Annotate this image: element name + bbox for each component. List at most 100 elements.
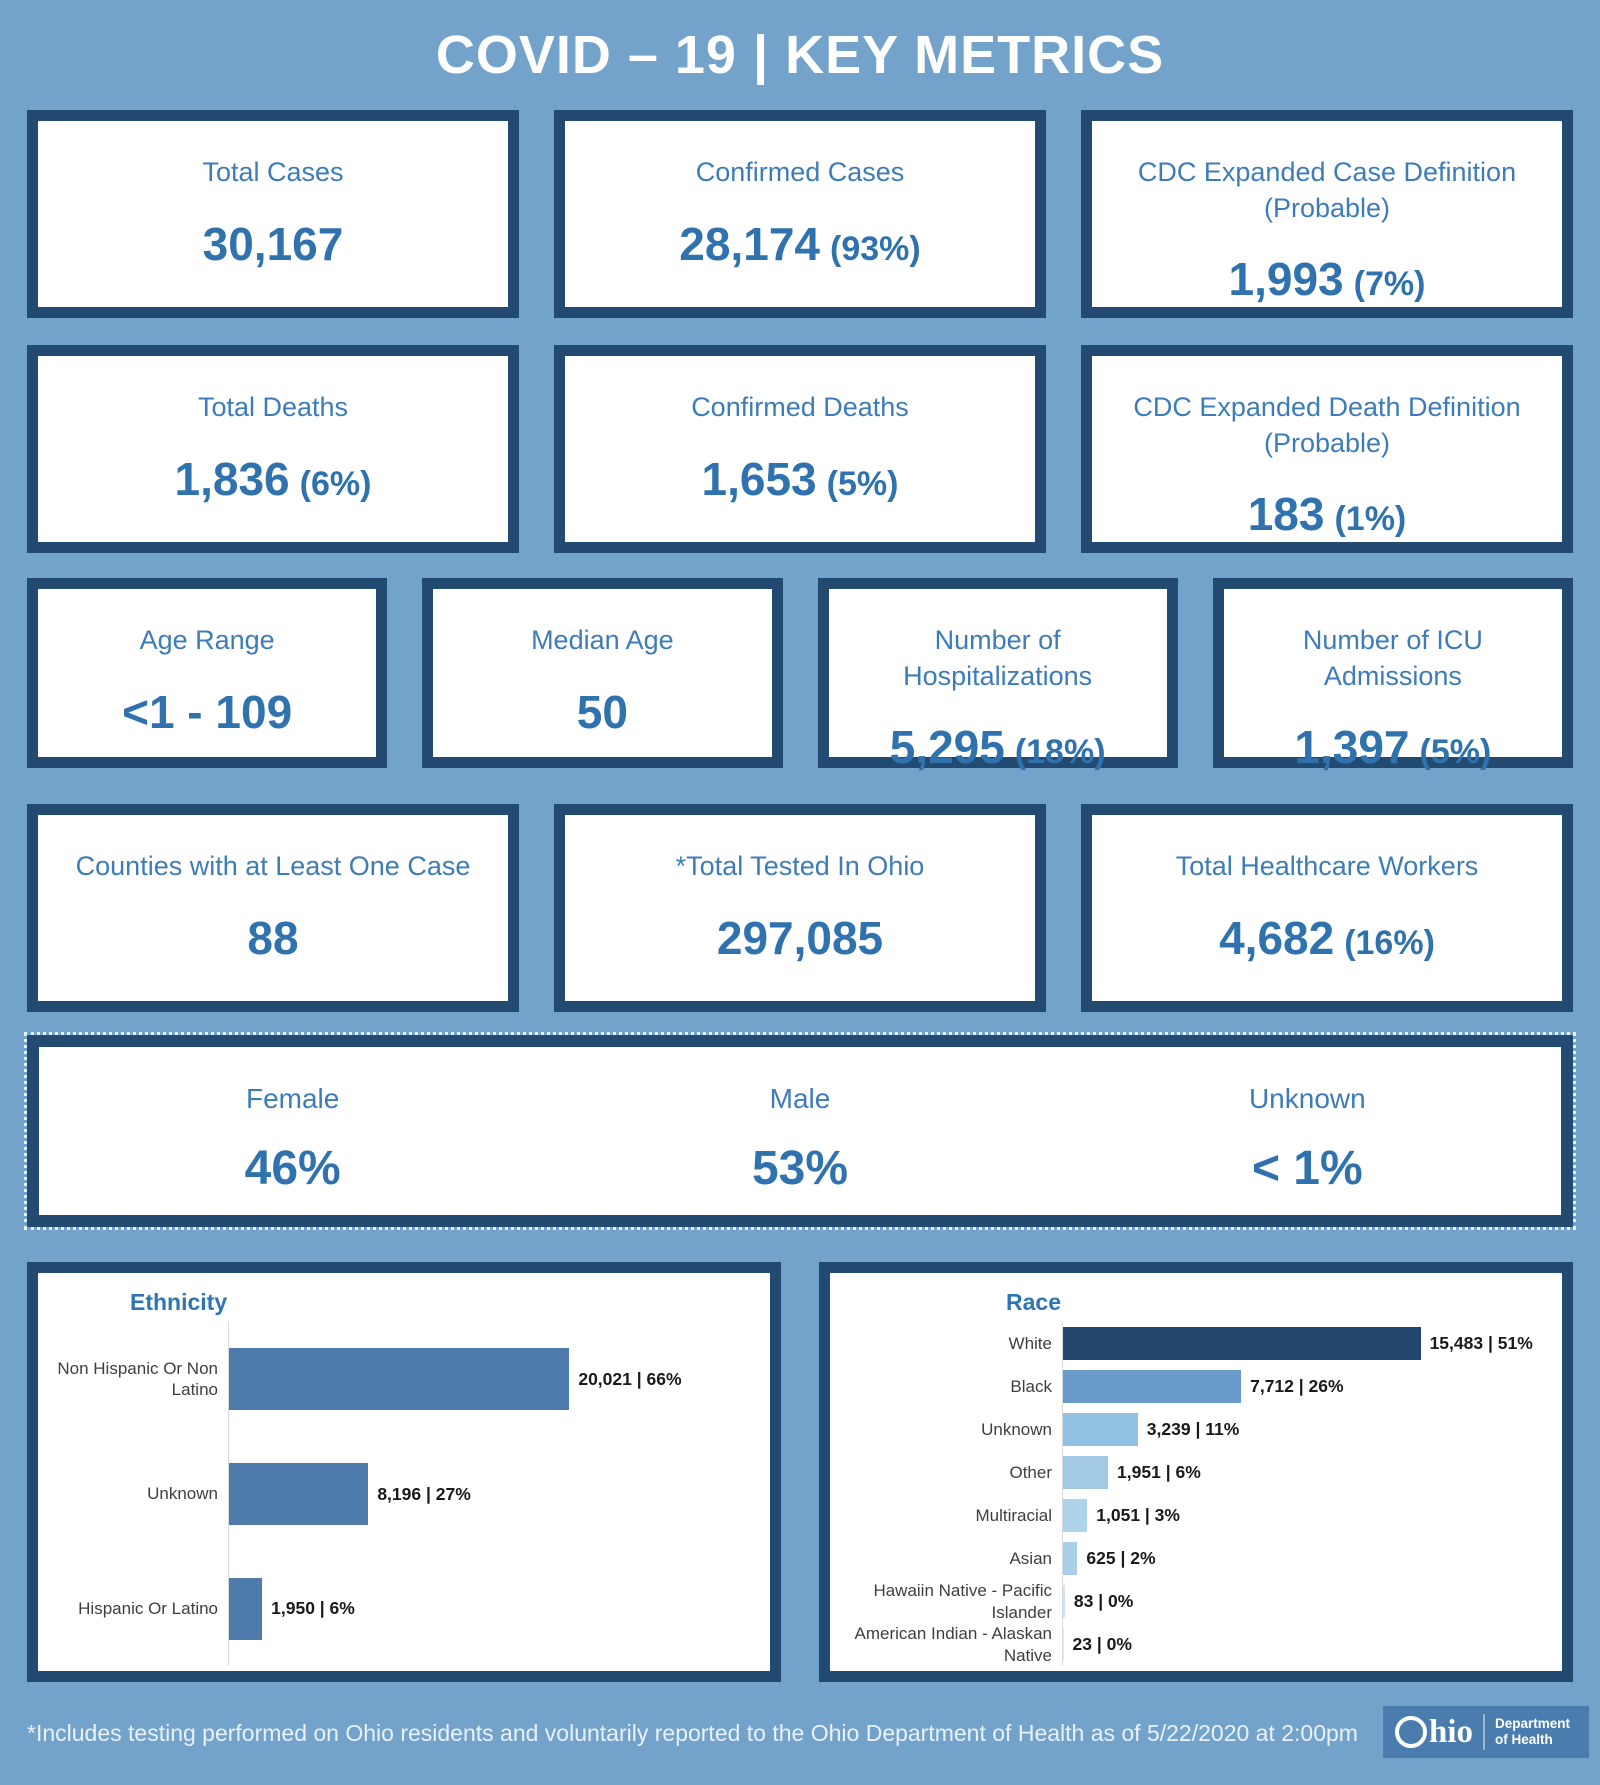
metric-card-age-range[interactable]: Age Range <1 - 109 (27, 578, 388, 768)
bar-multiracial[interactable] (1063, 1499, 1088, 1532)
bar-value-label: 15,483 | 51% (1429, 1333, 1533, 1353)
gender-label: Unknown (1248, 1083, 1366, 1114)
ethnicity-chart-plot: Non Hispanic Or Non Latino 20,021 | 66% Un… (38, 1322, 756, 1667)
bar-area: 1,951 | 6% (1062, 1451, 1548, 1494)
kpi-row-cases: Total Cases 30,167 Confirmed Cases 28,174 (9… (27, 110, 1573, 318)
metric-label: Total Deaths (197, 392, 349, 422)
bar-area: 15,483 | 51% (1062, 1322, 1548, 1365)
bar-non-hispanic-or-non-latino[interactable] (229, 1348, 570, 1411)
metric-value: 1,993 (7%) (1228, 253, 1426, 306)
bar-american-indian-alaskan-native[interactable] (1063, 1628, 1064, 1661)
category-label: Asian (1009, 1548, 1052, 1568)
bar-other[interactable] (1063, 1456, 1109, 1489)
category-label: Unknown (147, 1484, 218, 1504)
bar-area: 20,021 | 66% (228, 1322, 756, 1437)
logo-department-text: Department of Health (1495, 1715, 1571, 1747)
metric-card-cdc-expanded-death-definition-probable[interactable]: CDC Expanded Death Definition (Probable)… (1081, 345, 1573, 553)
gender-breakdown-card[interactable]: Female 46% Male 53% Unknown < 1% (24, 1032, 1576, 1230)
chart-row-american-indian-alaskan-native: American Indian - Alaskan Native 23 | 0% (830, 1623, 1548, 1666)
metric-value: 28,174 (93%) (679, 217, 921, 270)
bar-value-label: 1,051 | 3% (1096, 1505, 1180, 1525)
bar-area: 7,712 | 26% (1062, 1365, 1548, 1408)
metric-card-confirmed-cases[interactable]: Confirmed Cases 28,174 (93%) (554, 110, 1046, 318)
category-label: Hispanic Or Latino (78, 1599, 218, 1619)
metric-card-confirmed-deaths[interactable]: Confirmed Deaths 1,653 (5%) (554, 345, 1046, 553)
kpi-row-age-hospital: Age Range <1 - 109 Median Age 50 Number of H… (27, 578, 1573, 773)
ohio-o-icon (1395, 1716, 1427, 1748)
bar-asian[interactable] (1063, 1542, 1078, 1575)
metric-value: 5,295 (18%) (889, 721, 1106, 774)
metric-label: CDC Expanded Case Definition (Probable) (1137, 157, 1517, 223)
chart-row-multiracial: Multiracial 1,051 | 3% (830, 1494, 1548, 1537)
gender-value: 46% (244, 1142, 341, 1195)
metric-value: 183 (1%) (1247, 488, 1407, 541)
chart-row-asian: Asian 625 | 2% (830, 1537, 1548, 1580)
gender-value: 53% (751, 1142, 849, 1195)
metric-label: CDC Expanded Death Definition (Probable) (1133, 392, 1521, 458)
ohio-department-of-health-logo: hio Department of Health (1383, 1706, 1589, 1758)
chart-row-unknown: Unknown 3,239 | 11% (830, 1408, 1548, 1451)
chart-row-hispanic-or-latino: Hispanic Or Latino 1,950 | 6% (38, 1551, 756, 1667)
bar-area: 83 | 0% (1062, 1580, 1548, 1623)
gender-col-male: Male 53% (546, 1047, 1053, 1215)
bar-unknown[interactable] (1063, 1413, 1138, 1446)
chart-row-white: White 15,483 | 51% (830, 1322, 1548, 1365)
metric-value: 297,085 (716, 911, 884, 964)
chart-row-other: Other 1,951 | 6% (830, 1451, 1548, 1494)
metric-label: Age Range (139, 625, 275, 655)
metric-value: 30,167 (202, 217, 344, 270)
chart-row-unknown: Unknown 8,196 | 27% (38, 1436, 756, 1552)
category-label: Black (1010, 1376, 1052, 1396)
metric-value: 1,836 (6%) (174, 452, 372, 505)
metric-label: Confirmed Deaths (691, 392, 909, 422)
metric-card-number-of-icu-admissions[interactable]: Number of ICU Admissions 1,397 (5%) (1212, 578, 1573, 773)
metric-label: Number of ICU Admissions (1302, 625, 1483, 691)
bar-value-label: 1,951 | 6% (1117, 1462, 1201, 1482)
metric-card-counties-with-at-least-one-case[interactable]: Counties with at Least One Case 88 (27, 804, 519, 1012)
bar-value-label: 3,239 | 11% (1146, 1419, 1240, 1439)
page-title: COVID – 19 | KEY METRICS (435, 25, 1165, 85)
metric-label: Counties with at Least One Case (75, 851, 471, 881)
bar-white[interactable] (1063, 1327, 1421, 1360)
bar-area: 8,196 | 27% (228, 1436, 756, 1552)
category-label: Hawaiin Native - Pacific Islander (873, 1581, 1052, 1622)
metric-card-total-deaths[interactable]: Total Deaths 1,836 (6%) (27, 345, 519, 553)
gender-col-female: Female 46% (39, 1047, 546, 1215)
metric-card-number-of-hospitalizations[interactable]: Number of Hospitalizations 5,295 (18%) (817, 578, 1178, 773)
bar-unknown[interactable] (229, 1463, 369, 1525)
bar-area: 1,051 | 3% (1062, 1494, 1548, 1537)
kpi-row-counties-tested: Counties with at Least One Case 88 *Total … (27, 804, 1573, 1012)
bar-hawaiin-native-pacific-islander[interactable] (1063, 1585, 1065, 1618)
footer: *Includes testing performed on Ohio resi… (27, 1682, 1589, 1785)
metric-value: 88 (247, 911, 299, 964)
category-label: Other (1009, 1462, 1052, 1482)
chart-title-race: Race (1006, 1289, 1061, 1315)
metric-card-total-healthcare-workers[interactable]: Total Healthcare Workers 4,682 (16%) (1081, 804, 1573, 1012)
bar-value-label: 83 | 0% (1073, 1591, 1134, 1611)
metric-card-total-cases[interactable]: Total Cases 30,167 (27, 110, 519, 318)
metric-card-cdc-expanded-case-definition-probable[interactable]: CDC Expanded Case Definition (Probable) 1… (1081, 110, 1573, 318)
ohio-brand-text: hio (1429, 1713, 1474, 1750)
category-label: Unknown (981, 1419, 1052, 1439)
race-chart[interactable]: Race White 15,483 | 51% Black 7,712 | 26% Un… (819, 1262, 1573, 1682)
metric-card-median-age[interactable]: Median Age 50 (422, 578, 783, 768)
metric-value: 4,682 (16%) (1219, 911, 1435, 964)
category-label: Multiracial (975, 1505, 1052, 1525)
bar-area: 23 | 0% (1062, 1623, 1548, 1666)
metric-label: Median Age (531, 625, 674, 655)
metric-value: 1,653 (5%) (701, 452, 899, 505)
charts-row: Ethnicity Non Hispanic Or Non Latino 20,0… (27, 1262, 1573, 1682)
bar-hispanic-or-latino[interactable] (229, 1577, 263, 1640)
metric-label: *Total Tested In Ohio (675, 851, 925, 881)
chart-row-black: Black 7,712 | 26% (830, 1365, 1548, 1408)
metric-value: <1 - 109 (122, 685, 293, 738)
gender-value: < 1% (1251, 1142, 1363, 1195)
race-chart-plot: White 15,483 | 51% Black 7,712 | 26% Unknown… (830, 1322, 1548, 1666)
gender-label: Male (769, 1083, 831, 1114)
metric-card-total-tested-in-ohio[interactable]: *Total Tested In Ohio 297,085 (554, 804, 1046, 1012)
bar-black[interactable] (1063, 1370, 1242, 1403)
metric-value: 50 (576, 685, 628, 738)
ethnicity-chart[interactable]: Ethnicity Non Hispanic Or Non Latino 20,0… (27, 1262, 781, 1682)
gender-label: Female (245, 1083, 340, 1114)
